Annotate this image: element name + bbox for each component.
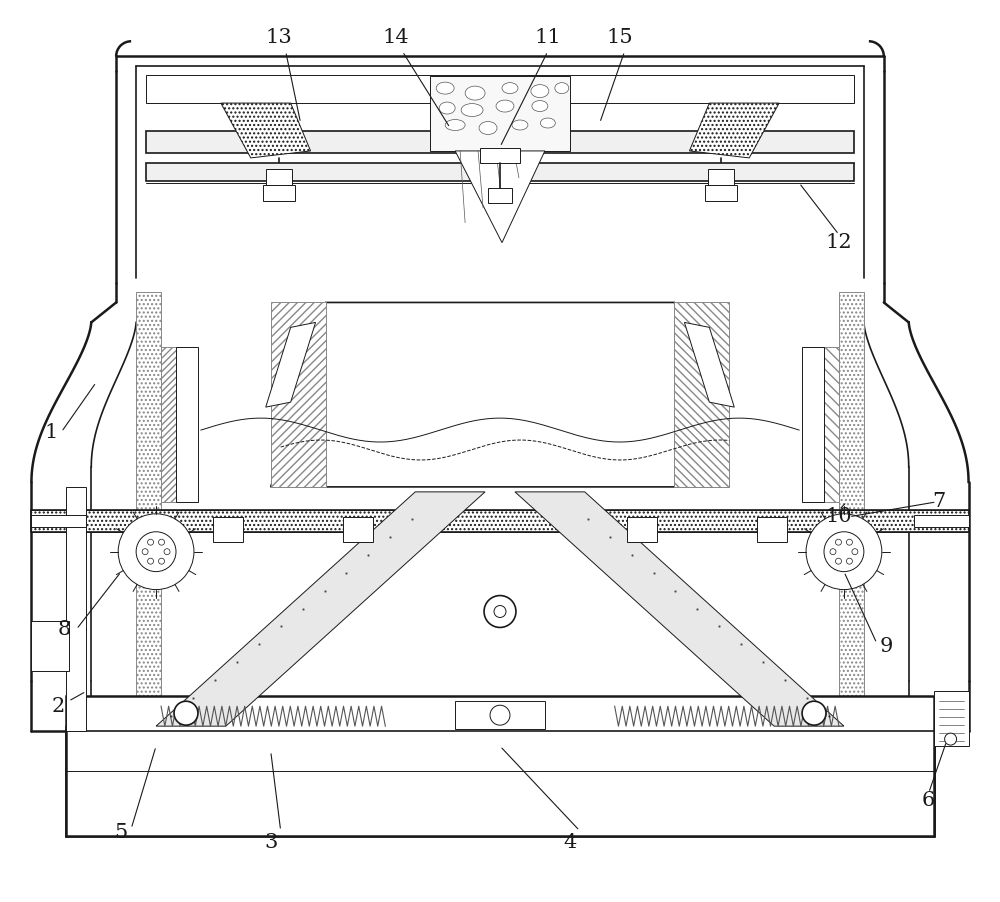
Bar: [176, 347, 198, 502]
Polygon shape: [684, 322, 734, 407]
Text: 3: 3: [264, 833, 277, 852]
Ellipse shape: [512, 120, 528, 130]
Text: 9: 9: [880, 637, 893, 656]
Text: 7: 7: [932, 492, 945, 511]
Circle shape: [164, 548, 170, 555]
Bar: [266, 169, 292, 185]
Circle shape: [824, 532, 864, 572]
Ellipse shape: [436, 82, 454, 94]
Bar: [480, 148, 520, 163]
Ellipse shape: [531, 85, 549, 97]
Circle shape: [830, 548, 836, 555]
Text: 10: 10: [826, 507, 852, 526]
Ellipse shape: [461, 104, 483, 116]
Polygon shape: [271, 302, 326, 487]
Text: 11: 11: [534, 28, 561, 47]
Polygon shape: [689, 103, 779, 158]
Text: 15: 15: [606, 28, 633, 47]
Polygon shape: [221, 103, 311, 158]
Text: 2: 2: [52, 696, 65, 715]
Circle shape: [852, 548, 858, 555]
Bar: [488, 188, 512, 203]
Bar: [66, 696, 934, 836]
Text: 6: 6: [922, 791, 935, 810]
Circle shape: [802, 701, 826, 725]
Circle shape: [148, 558, 154, 564]
Bar: [213, 517, 243, 542]
Circle shape: [142, 548, 148, 555]
Text: 8: 8: [58, 620, 71, 639]
Ellipse shape: [555, 83, 569, 94]
Ellipse shape: [439, 102, 455, 114]
Circle shape: [174, 701, 198, 725]
Bar: [31, 621, 69, 671]
Circle shape: [159, 539, 165, 545]
Circle shape: [148, 539, 154, 545]
Bar: [263, 185, 295, 201]
Circle shape: [846, 558, 852, 564]
Text: 14: 14: [382, 28, 409, 47]
Bar: [705, 185, 737, 201]
Circle shape: [494, 605, 506, 618]
Text: 1: 1: [45, 422, 58, 442]
Circle shape: [806, 514, 882, 590]
Bar: [802, 347, 824, 502]
Ellipse shape: [540, 118, 555, 128]
Bar: [627, 517, 657, 542]
Polygon shape: [266, 322, 316, 407]
Bar: [161, 347, 176, 502]
Circle shape: [945, 733, 957, 745]
Bar: [136, 292, 161, 722]
Text: 13: 13: [265, 28, 292, 47]
Ellipse shape: [496, 100, 514, 112]
Polygon shape: [674, 302, 729, 487]
Circle shape: [846, 539, 852, 545]
Bar: [66, 487, 86, 732]
Ellipse shape: [502, 83, 518, 94]
Ellipse shape: [445, 120, 465, 131]
Bar: [757, 517, 787, 542]
Polygon shape: [455, 151, 545, 243]
Circle shape: [136, 532, 176, 572]
Bar: [914, 515, 969, 527]
Ellipse shape: [532, 101, 548, 112]
Bar: [455, 701, 545, 729]
Text: 12: 12: [826, 233, 852, 253]
Bar: [934, 691, 969, 746]
Bar: [146, 131, 854, 153]
Circle shape: [118, 514, 194, 590]
Bar: [824, 347, 839, 502]
Circle shape: [484, 595, 516, 628]
Polygon shape: [515, 492, 844, 726]
Polygon shape: [156, 492, 485, 726]
Text: 5: 5: [115, 824, 128, 842]
Bar: [146, 75, 854, 103]
Text: 4: 4: [563, 833, 576, 852]
Bar: [839, 292, 864, 722]
Ellipse shape: [479, 122, 497, 134]
Bar: [430, 76, 570, 151]
Bar: [708, 169, 734, 185]
Circle shape: [159, 558, 165, 564]
Circle shape: [835, 539, 841, 545]
Bar: [31, 515, 86, 527]
Circle shape: [835, 558, 841, 564]
Bar: [31, 510, 969, 532]
Circle shape: [490, 705, 510, 725]
Bar: [343, 517, 373, 542]
Polygon shape: [271, 302, 729, 487]
Bar: [146, 163, 854, 180]
Ellipse shape: [465, 86, 485, 100]
Bar: [31, 510, 969, 532]
